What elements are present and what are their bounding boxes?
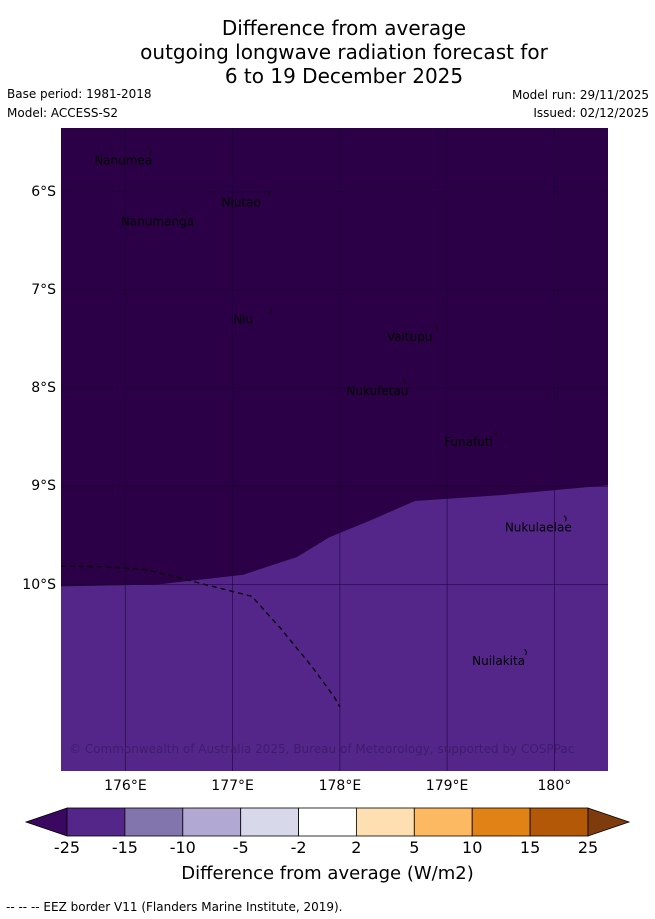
- colorbar: [0, 805, 655, 843]
- colorbar-band: [240, 807, 299, 837]
- place-label: Vaitupu: [387, 330, 433, 344]
- island-outline: [494, 429, 498, 437]
- colorbar-tick: 15: [519, 838, 541, 857]
- lat-tick-label: 10°S: [22, 576, 56, 593]
- lat-tick-label: 9°S: [31, 478, 56, 495]
- colorbar-band: [298, 807, 357, 837]
- island-outline: [183, 208, 187, 216]
- colorbar-tick: 10: [462, 838, 483, 857]
- place-label: Nanumanga: [121, 214, 194, 228]
- island-outline: [268, 307, 272, 314]
- colorbar-tick: -2: [290, 838, 307, 857]
- colorbar-tick: -5: [232, 838, 249, 857]
- place-label: Niutao: [222, 196, 261, 210]
- place-label: Niu: [233, 312, 253, 326]
- lat-tick-label: 8°S: [31, 380, 56, 397]
- eez-footnote: -- -- -- EEZ border V11 (Flanders Marine…: [6, 900, 343, 914]
- map-title: Difference from average outgoing longwav…: [0, 16, 655, 88]
- lon-tick-label: 177°E: [211, 778, 254, 794]
- colorbar-title: Difference from average (W/m2): [181, 863, 474, 884]
- place-label: Funafuti: [444, 435, 493, 449]
- base-period-text: Base period: 1981-2018: [7, 87, 152, 101]
- colorbar-over-arrow: [587, 807, 631, 837]
- region-minus-25-to-minus-15: [61, 485, 608, 771]
- lon-tick-label: 180°: [537, 778, 572, 794]
- colorbar-under-arrow: [24, 807, 68, 837]
- colorbar-band: [124, 807, 184, 837]
- map-canvas: Nanumea Niutao Nanumanga Niu Vaitupu Nukufeta…: [61, 128, 608, 771]
- title-line-2: outgoing longwave radiation forecast for: [140, 40, 548, 64]
- island-outline: [402, 378, 407, 386]
- colorbar-band: [182, 807, 242, 837]
- colorbar-band: [529, 807, 589, 837]
- lat-tick-label: 6°S: [31, 183, 56, 200]
- lon-tick-label: 178°E: [318, 778, 362, 794]
- colorbar-band: [413, 807, 473, 837]
- colorbar-tick: 5: [409, 838, 420, 857]
- island-outline: [563, 515, 567, 522]
- colorbar-canvas: [24, 807, 631, 837]
- island-outline: [148, 148, 152, 155]
- title-line-3: 6 to 19 December 2025: [224, 64, 464, 88]
- title-line-1: Difference from average: [221, 16, 467, 40]
- colorbar-tick: -25: [53, 838, 81, 857]
- colorbar-band: [66, 807, 126, 837]
- eez-border-line: [61, 565, 341, 708]
- colorbar-tick: -10: [169, 838, 196, 857]
- lon-tick-label: 179°E: [425, 778, 469, 794]
- place-label: Nanumea: [94, 153, 152, 167]
- place-label: Nukulaelae: [505, 521, 572, 535]
- island-outline: [524, 648, 528, 656]
- island-outline: [435, 324, 439, 332]
- model-text: Model: ACCESS-S2: [7, 106, 119, 120]
- issued-text: Issued: 02/12/2025: [533, 106, 649, 120]
- copyright-credit: © Commonwealth of Australia 2025, Bureau…: [69, 742, 574, 756]
- colorbar-tick: 2: [351, 838, 362, 857]
- colorbar-tick: 25: [577, 838, 599, 857]
- model-run-text: Model run: 29/11/2025: [511, 88, 649, 102]
- place-label: Nuilakita: [472, 654, 525, 668]
- forecast-map: Nanumea Niutao Nanumanga Niu Vaitupu Nukufeta…: [61, 128, 608, 771]
- colorbar-band: [355, 807, 415, 837]
- lat-tick-label: 7°S: [31, 282, 56, 298]
- island-outline: [266, 190, 270, 197]
- place-label: Nukufetau: [346, 384, 408, 398]
- lon-tick-label: 176°E: [104, 778, 147, 794]
- colorbar-tick: -15: [111, 838, 138, 857]
- colorbar-band: [471, 807, 531, 837]
